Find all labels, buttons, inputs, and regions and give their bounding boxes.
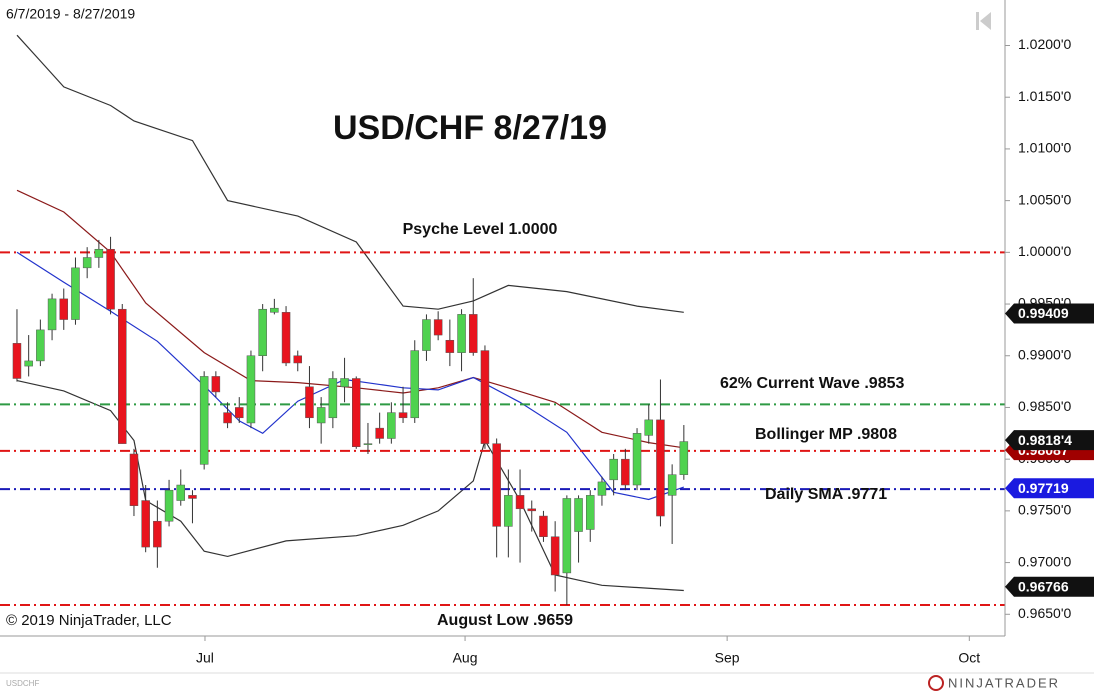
copyright: © 2019 NinjaTrader, LLC: [6, 612, 172, 629]
candle-body: [667, 474, 677, 496]
date-range: 6/7/2019 - 8/27/2019: [6, 6, 135, 22]
candle-body: [410, 350, 420, 419]
y-tick-label: 1.0100'0: [1018, 140, 1071, 156]
symbol: USDCHF: [6, 679, 39, 688]
candle-body: [504, 495, 513, 527]
candle-body: [632, 433, 642, 486]
candle-body: [106, 248, 115, 310]
chart-title: USD/CHF 8/27/19: [333, 109, 607, 147]
candle-body: [574, 498, 583, 532]
y-tick-label: 1.0050'0: [1018, 191, 1071, 207]
candle-body: [223, 412, 232, 424]
candle-body: [457, 314, 466, 353]
y-tick-label: 1.0000'0: [1018, 243, 1071, 259]
candle-body: [293, 355, 303, 364]
x-tick-label: Jul: [196, 650, 214, 666]
candle-body: [539, 515, 548, 537]
candle-body: [445, 339, 455, 353]
candle-body: [656, 419, 665, 517]
price-badge-label: 0.96766: [1018, 578, 1069, 594]
candle-body: [24, 360, 33, 367]
candle-body: [527, 508, 536, 512]
candle-body: [469, 314, 478, 353]
candle-body: [328, 378, 338, 419]
candle-body: [164, 489, 174, 522]
candle-body: [281, 312, 291, 364]
price-badge: [1005, 430, 1094, 451]
price-badge: [1005, 478, 1094, 499]
price-badge-label: 0.97719: [1018, 480, 1069, 496]
candle-body: [515, 495, 525, 510]
candle-body: [644, 419, 653, 436]
y-tick-label: 0.9900'0: [1018, 346, 1071, 362]
y-tick-label: 1.0150'0: [1018, 88, 1071, 104]
x-tick-label: Sep: [715, 650, 740, 666]
plot-area: [0, 34, 1005, 606]
price-badge: [1005, 576, 1094, 597]
candle-body: [480, 350, 490, 444]
candle-body: [47, 298, 57, 331]
brand-logo: NINJATRADER: [928, 675, 1060, 691]
y-tick-label: 0.9750'0: [1018, 502, 1071, 518]
y-tick-label: 0.9650'0: [1018, 605, 1071, 621]
candle-body: [129, 453, 139, 506]
y-tick-label: 1.0200'0: [1018, 36, 1071, 52]
candle-body: [375, 427, 384, 439]
candle-body: [235, 407, 244, 419]
candle-body: [387, 412, 396, 439]
candle-body: [141, 500, 150, 548]
candle-body: [305, 386, 314, 419]
candle-body: [585, 495, 595, 530]
candle-body: [562, 498, 572, 574]
y-tick-label: 0.9850'0: [1018, 398, 1071, 414]
indicator-line: [16, 34, 684, 313]
candle-body: [492, 443, 501, 527]
candle-body: [246, 355, 256, 424]
candle-body: [316, 407, 326, 424]
level-label: Bollinger MP .9808: [755, 426, 897, 443]
level-label: Daily SMA .9771: [765, 486, 887, 503]
candle-body: [363, 443, 373, 445]
x-tick-label: Oct: [958, 650, 980, 666]
candle-body: [550, 536, 560, 576]
candle-body: [398, 412, 408, 419]
price-badge-label: 0.99409: [1018, 305, 1069, 321]
candle-body: [153, 520, 162, 548]
candle-body: [188, 495, 197, 499]
candle-body: [82, 257, 92, 269]
y-tick-label: 0.9700'0: [1018, 553, 1071, 569]
price-badge-label: 0.9818'4: [1018, 432, 1072, 448]
indicator-line: [16, 189, 684, 449]
brand: NINJATRADER: [948, 675, 1060, 690]
candle-body: [211, 376, 221, 393]
candle-body: [176, 484, 186, 501]
candle-body: [258, 308, 267, 356]
candle-body: [94, 248, 104, 258]
indicator-line: [16, 380, 684, 592]
candle-body: [340, 378, 349, 388]
candle-body: [621, 458, 630, 486]
candle-body: [71, 267, 80, 320]
level-label: 62% Current Wave .9853: [720, 375, 904, 392]
candle-body: [352, 378, 361, 448]
candle-body: [609, 458, 618, 481]
scroll-icon[interactable]: [976, 12, 991, 30]
candle-body: [433, 319, 443, 336]
candle-body: [270, 307, 279, 313]
candle-body: [59, 298, 69, 320]
candle-body: [12, 343, 22, 379]
level-label: August Low .9659: [437, 612, 573, 629]
candle-body: [199, 376, 209, 465]
candle-body: [36, 329, 45, 362]
level-label: Psyche Level 1.0000: [403, 221, 558, 238]
candle-body: [422, 319, 431, 351]
candle-body: [679, 441, 689, 475]
price-badge: [1005, 303, 1094, 324]
x-tick-label: Aug: [453, 650, 478, 666]
candle-body: [597, 481, 607, 496]
candle-body: [118, 308, 127, 444]
